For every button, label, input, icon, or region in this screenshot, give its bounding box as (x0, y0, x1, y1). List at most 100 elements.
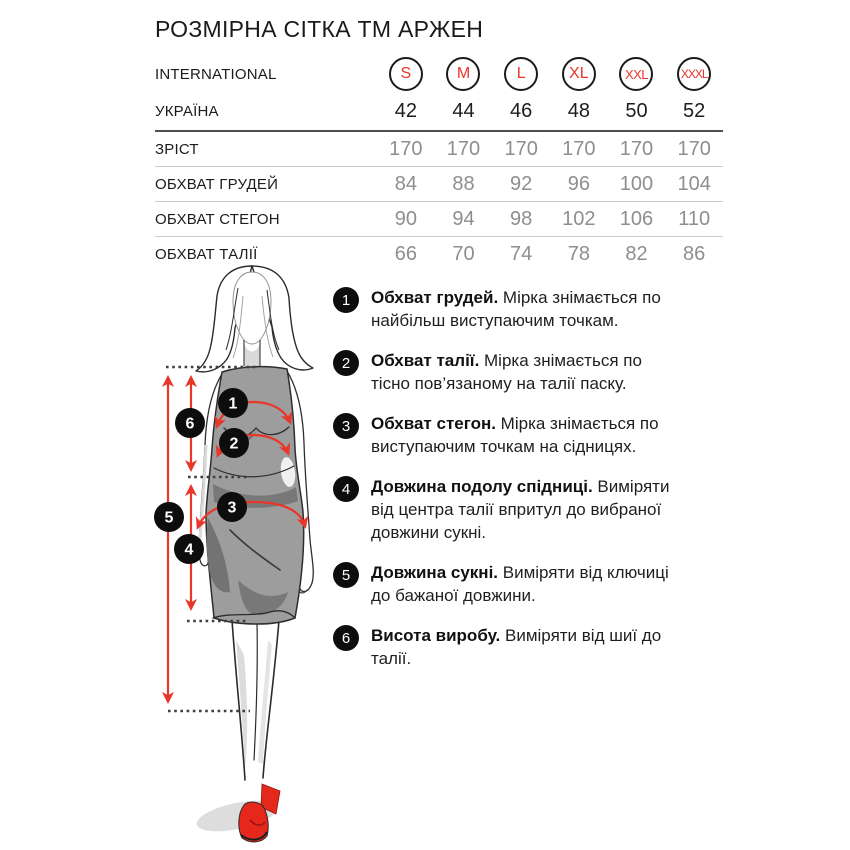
table-cell: 96 (567, 172, 590, 195)
size-badge-cell: S (377, 57, 435, 91)
row-label-ukraine: УКРАЇНА (155, 102, 219, 120)
marker-1: 1 (229, 396, 238, 413)
size-badge-cell: M (435, 57, 493, 91)
list-item: 3 Обхват стегон. Мірка знімається по вис… (333, 412, 678, 458)
item-text: Обхват грудей. Мірка знімається по найбі… (371, 286, 678, 332)
table-row-waist: ОБХВАТ ТАЛІЇ 66 70 74 78 82 86 (155, 237, 723, 272)
figure-markers: 1 2 3 4 5 6 (154, 388, 249, 564)
marker-5: 5 (165, 510, 174, 527)
size-badge-m: M (446, 57, 481, 91)
table-cell: 42 (394, 99, 417, 122)
arc-hips (195, 500, 309, 530)
size-badge-cell: XXL (608, 57, 666, 91)
table-cell: 106 (619, 207, 654, 230)
table-cell: 82 (625, 243, 648, 265)
table-cell: 52 (683, 99, 706, 122)
item-text: Висота виробу. Виміряти від шиї до талії… (371, 624, 678, 670)
table-cell: 78 (567, 243, 590, 265)
row-label: ЗРІСТ (155, 140, 199, 158)
item-title: Обхват талії. (371, 351, 480, 370)
table-cell: 86 (683, 243, 706, 265)
size-badge-cell: L (492, 57, 550, 91)
table-cell: 74 (510, 243, 533, 265)
red-high-heels (238, 783, 281, 843)
page-title: РОЗМІРНА СІТКА ТМ АРЖЕН (155, 16, 484, 42)
table-cell: 66 (394, 243, 417, 265)
list-item: 4 Довжина подолу спідниці. Виміряти від … (333, 475, 678, 544)
item-description: Мірка знімається по тісно пов’язаному на… (371, 351, 642, 393)
table-cell: 44 (452, 99, 475, 122)
item-number-badge: 6 (333, 625, 359, 651)
table-row-hips: ОБХВАТ СТЕГОН 90 94 98 102 106 110 (155, 202, 723, 237)
item-number-badge: 3 (333, 413, 359, 439)
item-title: Обхват стегон. (371, 414, 496, 433)
item-number-badge: 1 (333, 287, 359, 313)
item-description: Мірка знімається по виступаючим точкам н… (371, 414, 659, 456)
item-description: Виміряти від центра талії впритул до виб… (371, 477, 670, 542)
table-row-chest: ОБХВАТ ГРУДЕЙ 84 88 92 96 100 104 (155, 167, 723, 202)
instruction-list: 1 Обхват грудей. Мірка знімається по най… (333, 286, 678, 687)
marker-3: 3 (228, 500, 237, 517)
item-text: Довжина сукні. Виміряти від ключиці до б… (371, 561, 678, 607)
table-cell: 100 (619, 172, 654, 195)
neck (243, 338, 261, 368)
head-and-hair (195, 265, 314, 373)
item-title: Довжина сукні. (371, 563, 499, 582)
table-row-ukraine: УКРАЇНА 42 44 46 48 50 52 (155, 94, 723, 128)
table-cell: 90 (394, 207, 417, 230)
size-badge-cell: XXXL (665, 57, 723, 91)
table-cell: 102 (562, 207, 596, 230)
marker-2: 2 (230, 436, 239, 453)
table-cell: 46 (510, 99, 533, 122)
dotted-reference-lines (166, 365, 256, 713)
item-text: Обхват стегон. Мірка знімається по висту… (371, 412, 678, 458)
size-badge-l: L (504, 57, 539, 91)
table-cell: 92 (510, 172, 533, 195)
table-cell: 110 (678, 207, 711, 230)
table-cell: 170 (619, 137, 654, 160)
size-badge-cell: XL (550, 57, 608, 91)
measurement-figure: 1 2 3 4 5 6 (140, 262, 340, 850)
marker-6: 6 (186, 416, 195, 433)
marker-4: 4 (185, 542, 194, 559)
item-text: Довжина подолу спідниці. Виміряти від це… (371, 475, 678, 544)
item-description: Виміряти від ключиці до бажаної довжини. (371, 563, 669, 605)
size-badge-xl: XL (561, 57, 596, 91)
item-number-badge: 4 (333, 476, 359, 502)
item-description: Мірка знімається по найбільш виступаючим… (371, 288, 661, 330)
item-title: Довжина подолу спідниці. (371, 477, 593, 496)
table-cell: 88 (452, 172, 475, 195)
table-cell: 170 (389, 137, 423, 160)
row-label: ОБХВАТ СТЕГОН (155, 210, 280, 228)
list-item: 1 Обхват грудей. Мірка знімається по най… (333, 286, 678, 332)
row-label-international: INTERNATIONAL (155, 65, 277, 83)
item-description: Виміряти від шиї до талії. (371, 626, 662, 668)
item-text: Обхват талії. Мірка знімається по тісно … (371, 349, 678, 395)
table-cell: 98 (510, 207, 533, 230)
table-divider-heavy (155, 130, 723, 132)
table-cell: 104 (677, 172, 711, 195)
table-cell: 50 (625, 99, 648, 122)
item-title: Висота виробу. (371, 626, 501, 645)
item-number-badge: 5 (333, 562, 359, 588)
list-item: 2 Обхват талії. Мірка знімається по тісн… (333, 349, 678, 395)
list-item: 5 Довжина сукні. Виміряти від ключиці до… (333, 561, 678, 607)
row-label: ОБХВАТ ГРУДЕЙ (155, 175, 279, 193)
legs (231, 619, 280, 800)
table-row-height: ЗРІСТ 170 170 170 170 170 170 (155, 132, 723, 167)
table-cell: 170 (677, 137, 711, 160)
list-item: 6 Висота виробу. Виміряти від шиї до тал… (333, 624, 678, 670)
size-badge-s: S (388, 57, 423, 91)
table-row-international: INTERNATIONAL S M L XL XXL XXXL (155, 54, 723, 94)
item-number-badge: 2 (333, 350, 359, 376)
woman-dress-illustration: 1 2 3 4 5 6 (154, 265, 314, 843)
item-title: Обхват грудей. (371, 288, 499, 307)
size-badge-xxl: XXL (619, 57, 654, 91)
row-label: ОБХВАТ ТАЛІЇ (155, 246, 258, 263)
arm-shading (198, 444, 208, 541)
table-cell: 70 (452, 243, 475, 265)
table-cell: 48 (567, 99, 590, 122)
table-cell: 170 (562, 137, 596, 160)
table-cell: 84 (394, 172, 417, 195)
